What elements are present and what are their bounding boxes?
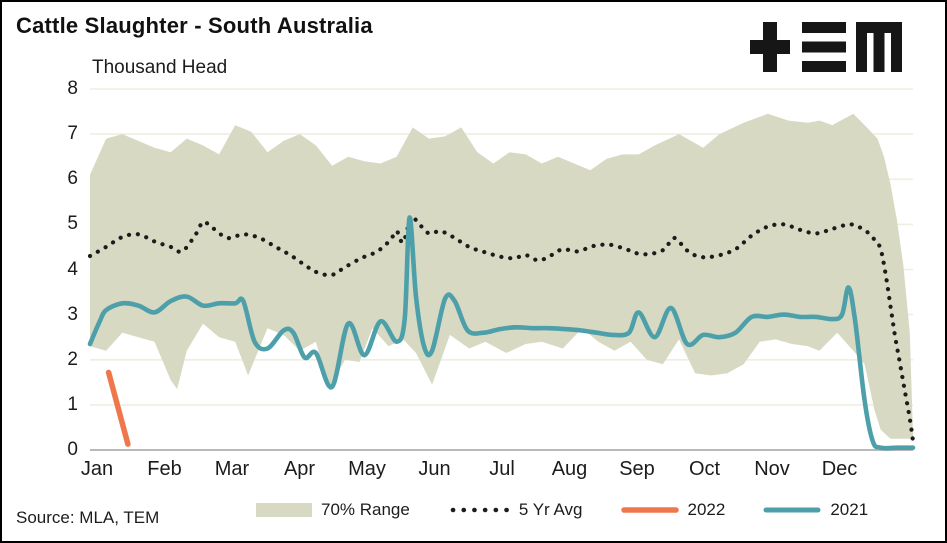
chart-title: Cattle Slaughter - South Australia: [16, 13, 373, 38]
dotted-line-swatch: [450, 507, 510, 513]
source-note: Source: MLA, TEM: [16, 508, 160, 527]
line-2022-swatch: [620, 507, 679, 513]
x-tick-label: Aug: [551, 458, 588, 480]
line-2022: [105, 369, 131, 447]
y-tick-label: 1: [67, 393, 78, 415]
y-tick-label: 0: [67, 439, 78, 460]
y-axis-unit-label: Thousand Head: [92, 57, 228, 78]
legend-item-2021: 2021: [763, 500, 868, 520]
tem-logo: [750, 22, 902, 72]
m-glyph-icon: [856, 22, 902, 72]
plus-icon: [750, 22, 790, 72]
y-tick-label: 2: [67, 348, 78, 370]
y-tick-label: 6: [67, 168, 78, 190]
y-tick-label: 7: [67, 123, 78, 145]
y-tick-label: 8: [67, 78, 78, 99]
legend-item-70pct-range: 70% Range: [256, 500, 410, 520]
triple-bar-icon: [802, 22, 846, 72]
x-tick-label: Jul: [489, 458, 515, 480]
x-tick-label: Jun: [418, 458, 451, 480]
line-2021-swatch: [763, 507, 821, 513]
legend-label-2021: 2021: [830, 500, 869, 519]
x-tick-label: Feb: [147, 458, 182, 480]
line-2021: [87, 215, 916, 451]
y-tick-label: 4: [67, 258, 78, 280]
y-tick-label: 3: [67, 303, 78, 325]
x-tick-label: May: [348, 458, 386, 480]
x-tick-label: Jan: [80, 458, 114, 480]
x-tick-label: Mar: [214, 458, 250, 480]
x-tick-label: Apr: [283, 458, 316, 480]
legend-label-70pct-range: 70% Range: [321, 500, 410, 519]
range-band: [90, 113, 913, 439]
x-tick-label: Oct: [688, 458, 721, 480]
legend-item-2022: 2022: [620, 500, 726, 520]
legend-label-2022: 2022: [687, 500, 726, 519]
y-tick-label: 5: [67, 213, 78, 235]
range-band-swatch: [256, 503, 312, 517]
x-tick-label: Sep: [619, 458, 655, 480]
legend: 70% Range 5 Yr Avg 2022 2021: [256, 500, 868, 520]
legend-item-5yr-avg: 5 Yr Avg: [448, 500, 583, 520]
legend-label-5yr-avg: 5 Yr Avg: [518, 500, 583, 519]
x-tick-label: Nov: [754, 458, 790, 480]
x-tick-label: Dec: [821, 458, 858, 480]
